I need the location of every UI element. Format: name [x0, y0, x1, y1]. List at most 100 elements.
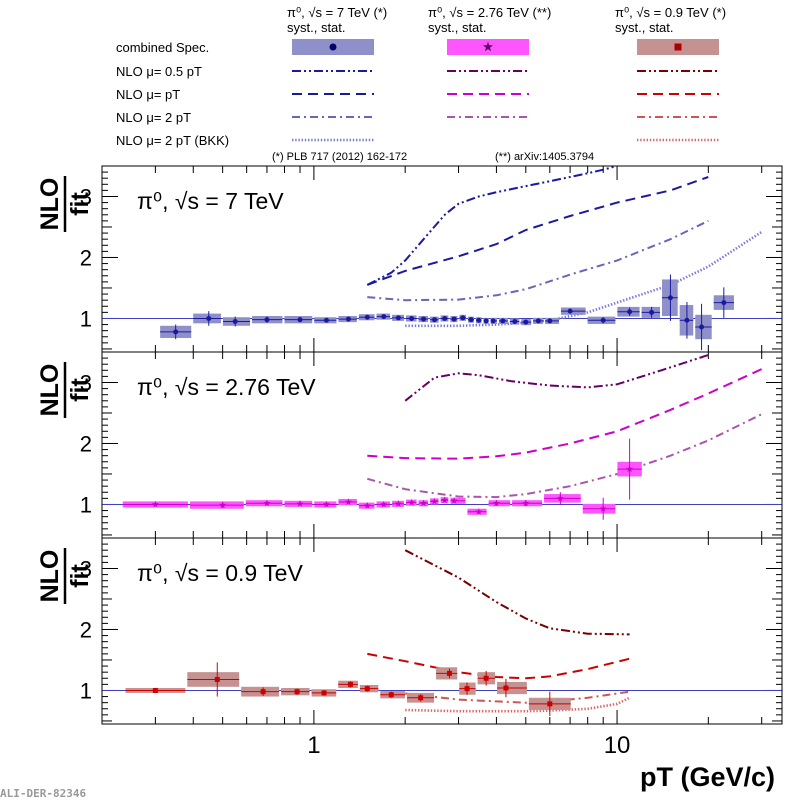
data-point — [329, 43, 337, 51]
data-point — [344, 498, 352, 506]
x-tick-label: 1 — [307, 732, 320, 759]
data-point — [364, 686, 370, 692]
data-point — [699, 324, 705, 330]
data-point — [460, 315, 466, 321]
data-point — [219, 501, 227, 509]
nlo-curve — [404, 354, 709, 402]
data-point — [394, 500, 402, 507]
data-point — [483, 318, 489, 324]
y-label-denominator: fit — [66, 378, 94, 402]
data-point — [450, 497, 458, 504]
data-point — [260, 689, 266, 695]
data-point — [432, 317, 438, 323]
y-axis-label: NLO fit — [36, 362, 94, 418]
data-point — [364, 314, 370, 320]
data-point — [522, 499, 530, 507]
y-axis-label: NLO fit — [36, 176, 94, 232]
legend-row-label: combined Spec. — [116, 40, 209, 55]
legend-header-2tev: π⁰, √s = 2.76 TeV (**) syst., stat. — [428, 5, 551, 35]
data-point — [347, 681, 353, 687]
legend-header-sub: syst., stat. — [287, 20, 346, 35]
nlo-curve — [404, 549, 630, 636]
data-point — [667, 295, 673, 301]
y-tick-label: 3 — [80, 184, 92, 209]
data-point — [599, 505, 607, 512]
data-point — [421, 316, 427, 322]
data-point — [627, 309, 633, 315]
data-point — [626, 465, 634, 473]
data-point — [294, 689, 300, 695]
nlo-curve — [367, 413, 763, 499]
data-point — [649, 309, 655, 315]
reference-note: (**) arXiv:1405.3794 — [495, 151, 594, 163]
data-point — [523, 319, 529, 325]
data-point — [409, 315, 415, 321]
data-point — [345, 316, 351, 322]
data-point — [321, 690, 327, 696]
data-point — [441, 496, 449, 504]
data-point — [475, 508, 483, 515]
legend-header-sub: syst., stat. — [428, 20, 487, 35]
data-point — [535, 318, 541, 324]
y-label-denominator: fit — [66, 192, 94, 216]
data-point — [567, 308, 573, 314]
data-point — [322, 500, 330, 508]
data-point — [431, 497, 439, 505]
data-point — [512, 319, 518, 325]
data-point — [263, 499, 271, 507]
data-point — [395, 315, 401, 321]
data-point — [556, 494, 564, 502]
x-axis-labels: 1 10 — [307, 732, 630, 759]
data-point — [600, 317, 606, 323]
data-point — [151, 500, 159, 508]
panel-label: π⁰, √s = 0.9 TeV — [137, 560, 303, 586]
data-point — [500, 318, 506, 324]
data-point — [476, 317, 482, 323]
data-point — [464, 686, 470, 692]
nlo-curve — [405, 230, 763, 328]
legend: π⁰, √s = 7 TeV (*) syst., stat. π⁰, √s =… — [116, 5, 726, 163]
data-point — [363, 501, 371, 509]
data-point — [418, 695, 424, 701]
nlo-curve — [366, 176, 709, 286]
data-point — [721, 300, 727, 306]
data-point — [442, 315, 448, 321]
watermark: ALI-DER-82346 — [0, 787, 86, 800]
nlo-curve — [367, 652, 630, 680]
y-tick-label: 1 — [80, 492, 92, 517]
data-point — [420, 499, 428, 507]
nlo-curve — [405, 696, 631, 713]
y-tick-label: 2 — [80, 245, 92, 270]
y-tick-label: 1 — [80, 306, 92, 331]
data-point — [232, 319, 238, 325]
y-tick-label: 2 — [80, 431, 92, 456]
panel-frame — [101, 537, 783, 725]
y-label-numerator: NLO — [36, 178, 64, 231]
data-point — [173, 329, 179, 335]
y-label-numerator: NLO — [36, 550, 64, 603]
data-point — [380, 500, 388, 508]
y-tick-label: 1 — [80, 678, 92, 703]
data-point — [152, 687, 158, 693]
nlo-curve — [366, 166, 618, 286]
data-point — [264, 317, 270, 323]
nlo-curve — [367, 368, 763, 460]
y-tick-label: 3 — [80, 556, 92, 581]
data-point — [297, 317, 303, 323]
data-point — [490, 318, 496, 324]
panel-label: π⁰, √s = 7 TeV — [137, 188, 284, 214]
legend-header-label: π⁰, √s = 2.76 TeV (**) — [428, 5, 551, 20]
data-point — [483, 675, 489, 681]
legend-header-0tev: π⁰, √s = 0.9 TeV (*) syst., stat. — [615, 5, 726, 35]
legend-row-label: NLO μ= 2 pT — [116, 110, 191, 125]
data-point — [547, 318, 553, 324]
legend-row-label: NLO μ= pT — [116, 87, 180, 102]
data-point — [214, 676, 220, 682]
data-point — [323, 317, 329, 323]
y-axis-label: NLO fit — [36, 548, 94, 604]
legend-header-sub: syst., stat. — [615, 20, 674, 35]
